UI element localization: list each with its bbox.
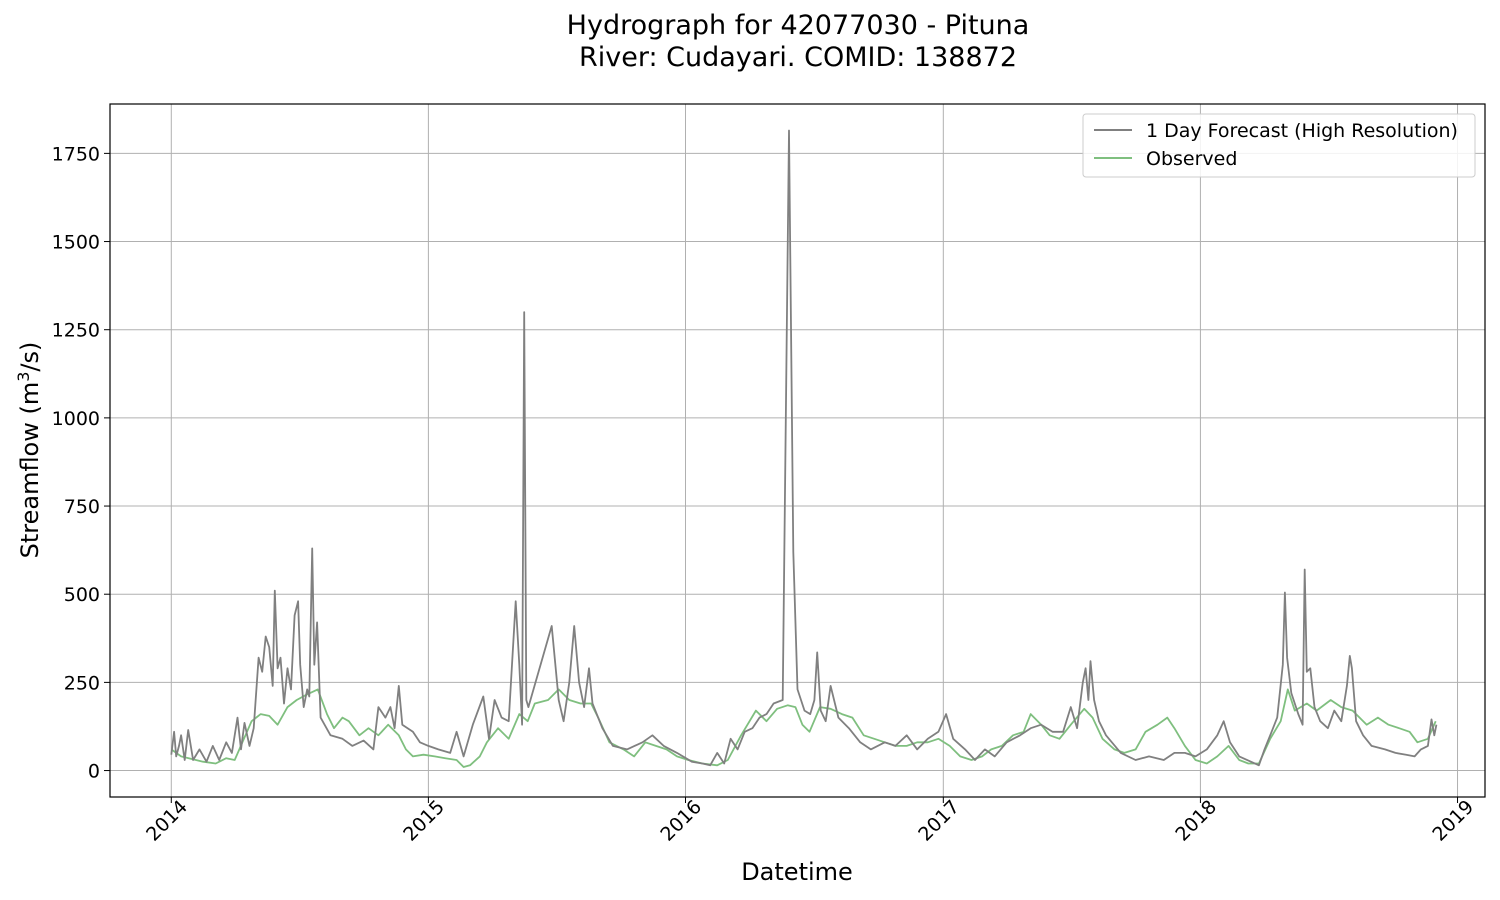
y-tick-label: 1000: [52, 408, 100, 430]
x-tick-label: 2018: [1171, 796, 1221, 846]
y-tick-label: 250: [64, 672, 100, 694]
series-line-observed: [170, 688, 1437, 768]
y-axis-label: Streamflow (m3/s): [14, 342, 44, 559]
y-tick-label: 1750: [52, 143, 100, 165]
legend: 1 Day Forecast (High Resolution) Observe…: [1082, 113, 1476, 178]
y-axis-label-main: Streamflow (m: [16, 382, 44, 559]
x-tick-label: 2016: [656, 796, 706, 846]
legend-label-observed: Observed: [1146, 148, 1237, 170]
y-tick-label: 750: [64, 496, 100, 518]
legend-box: [1082, 113, 1476, 178]
y-axis-label-end: /s): [16, 342, 44, 372]
y-axis-label-sup: 3: [14, 372, 33, 382]
y-tick-label: 0: [88, 761, 100, 783]
chart-title-line1: Hydrograph for 42077030 - Pituna: [566, 10, 1030, 41]
x-tick-label: 2017: [914, 796, 964, 846]
x-tick-label: 2019: [1428, 796, 1478, 846]
y-tick-label: 1250: [52, 320, 100, 342]
y-tick-label: 500: [64, 584, 100, 606]
y-tick-label: 1500: [52, 232, 100, 254]
legend-label-forecast: 1 Day Forecast (High Resolution): [1146, 120, 1458, 142]
grid-lines: [110, 104, 1485, 797]
axis-ticks: 0 250 500 750 1000 1250 1500 1750 2014 2015 2016 20…: [52, 143, 1479, 845]
series-lines: [170, 129, 1438, 768]
x-axis-label: Datetime: [741, 858, 853, 886]
x-tick-label: 2014: [142, 796, 192, 846]
x-tick-label: 2015: [399, 796, 449, 846]
plot-frame: [109, 103, 1486, 798]
chart-title-line2: River: Cudayari. COMID: 138872: [579, 42, 1017, 73]
series-line-forecast: [170, 129, 1438, 767]
